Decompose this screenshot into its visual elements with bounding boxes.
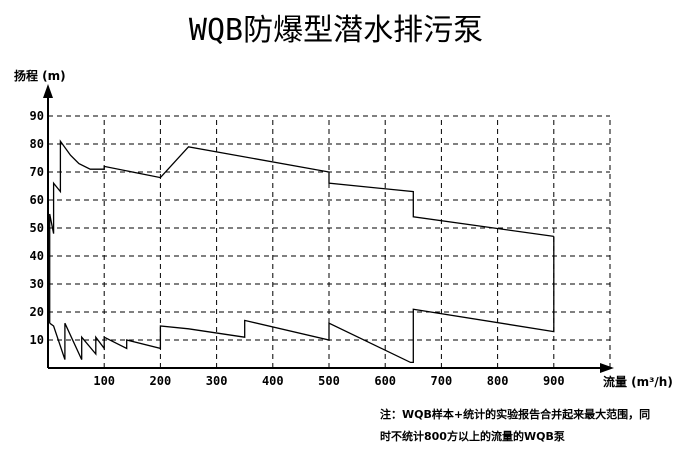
x-tick-label: 700 bbox=[431, 374, 453, 388]
series-lower-curve bbox=[49, 236, 555, 364]
x-axis-arrow bbox=[600, 363, 614, 373]
x-tick-label: 500 bbox=[318, 374, 340, 388]
y-axis-arrow bbox=[43, 84, 53, 98]
chart-title: WQB防爆型潜水排污泵 bbox=[189, 13, 483, 48]
y-tick-label: 80 bbox=[30, 137, 44, 151]
x-tick-label: 900 bbox=[543, 374, 565, 388]
x-tick-label: 300 bbox=[206, 374, 228, 388]
x-tick-label: 100 bbox=[93, 374, 115, 388]
series-group bbox=[49, 139, 555, 364]
y-tick-label: 70 bbox=[30, 165, 44, 179]
axes bbox=[43, 84, 614, 373]
y-tick-label: 50 bbox=[30, 221, 44, 235]
y-tick-label: 40 bbox=[30, 249, 44, 263]
x-tick-label: 800 bbox=[487, 374, 509, 388]
note-line-1: 注：WQB样本+统计的实验报告合并起来最大范围，同 bbox=[380, 407, 650, 421]
x-axis-label: 流量 (m³/h) bbox=[603, 374, 673, 389]
x-tick-label: 400 bbox=[262, 374, 284, 388]
grid bbox=[48, 115, 611, 368]
y-tick-label: 30 bbox=[30, 277, 44, 291]
note-line-2: 时不统计800方以上的流量的WQB泵 bbox=[380, 429, 565, 443]
y-tick-label: 10 bbox=[30, 333, 44, 347]
x-tick-label: 600 bbox=[374, 374, 396, 388]
tick-labels: 10 20 30 40 50 60 70 80 90 100 200 300 400 500 600 700 8… bbox=[30, 109, 565, 388]
y-tick-label: 90 bbox=[30, 109, 44, 123]
series-upper-curve bbox=[49, 139, 554, 324]
y-tick-label: 20 bbox=[30, 305, 44, 319]
y-tick-label: 60 bbox=[30, 193, 44, 207]
x-tick-label: 200 bbox=[150, 374, 172, 388]
y-axis-label: 扬程 (m) bbox=[14, 68, 66, 83]
